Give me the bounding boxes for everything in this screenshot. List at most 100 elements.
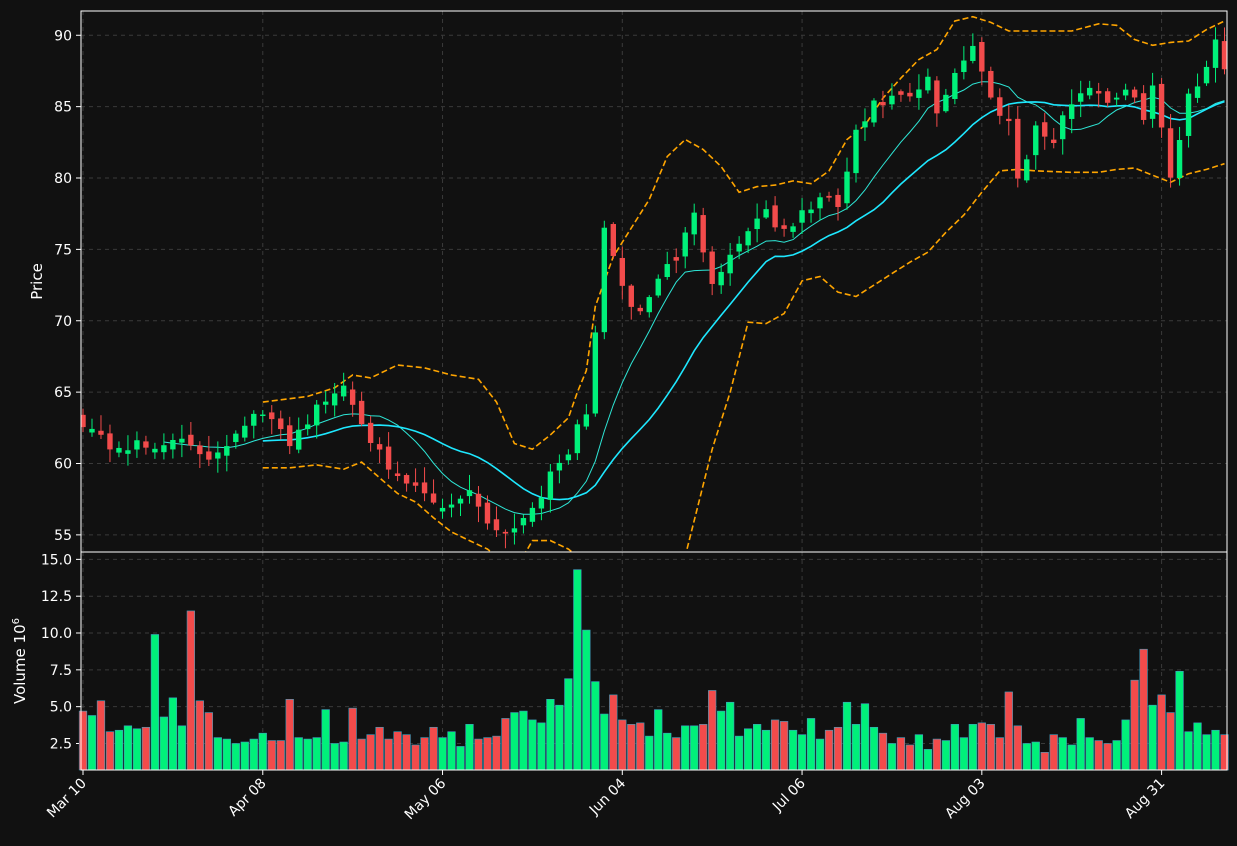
volume-bar xyxy=(294,737,303,771)
volume-bar xyxy=(1013,725,1022,771)
volume-bar xyxy=(968,724,977,771)
volume-bar xyxy=(905,744,915,771)
volume-bar xyxy=(123,725,133,771)
volume-bar xyxy=(339,741,348,771)
volume-bar xyxy=(492,735,501,771)
candle-body xyxy=(1033,125,1039,156)
candle-body xyxy=(781,225,787,229)
volume-bar xyxy=(842,701,852,771)
candle-body xyxy=(251,413,257,426)
volume-axis-label: Volume 106 xyxy=(11,618,29,704)
volume-bar xyxy=(600,713,609,771)
candle-body xyxy=(628,285,634,307)
candle-body xyxy=(736,243,742,252)
volume-bar xyxy=(573,569,582,771)
volume-bar xyxy=(276,740,285,771)
volume-bar xyxy=(1130,679,1139,771)
candle-body xyxy=(925,76,931,91)
candle-body xyxy=(287,425,293,447)
candle-body xyxy=(296,429,302,450)
volume-bar xyxy=(1193,722,1202,771)
candle-body xyxy=(1024,159,1030,181)
volume-bar xyxy=(779,721,789,771)
volume-bar xyxy=(159,716,169,771)
candle-body xyxy=(152,448,158,453)
moving-average-10 xyxy=(163,81,1225,515)
volume-bar xyxy=(582,629,591,771)
candle-body xyxy=(691,212,697,235)
candle-body xyxy=(385,446,392,470)
volume-tick-label: 15.0 xyxy=(41,552,72,568)
candle-body xyxy=(655,278,661,296)
price-plot-area xyxy=(81,15,1227,552)
candle-body xyxy=(565,454,572,461)
candle-body xyxy=(745,231,751,246)
volume-bar xyxy=(186,610,195,771)
volume-bar xyxy=(995,737,1004,771)
candle-body xyxy=(1015,118,1021,179)
candle-body xyxy=(1113,97,1120,100)
bollinger-upper-band xyxy=(262,15,1225,451)
candle-body xyxy=(322,401,329,405)
volume-bar xyxy=(609,694,618,771)
volume-bar xyxy=(1121,719,1130,771)
candle-body xyxy=(934,80,940,114)
candle-body xyxy=(844,171,850,204)
volume-bar xyxy=(1085,737,1094,771)
candle-body xyxy=(511,528,518,533)
candle-body xyxy=(889,95,895,105)
volume-bar xyxy=(1175,671,1184,771)
volume-bar xyxy=(806,718,816,771)
candle-body xyxy=(394,473,401,477)
volume-bar xyxy=(726,701,735,771)
volume-bar xyxy=(519,710,528,771)
volume-bar xyxy=(204,712,213,771)
candle-body xyxy=(134,440,140,450)
volume-bar xyxy=(627,724,636,771)
volume-bar xyxy=(1058,737,1067,771)
candle-body xyxy=(376,444,383,450)
candle-body xyxy=(260,414,266,417)
price-tick-label: 65 xyxy=(54,385,72,401)
volume-bar xyxy=(645,735,654,771)
candle-body xyxy=(952,72,958,99)
candle-body xyxy=(448,504,455,508)
candle-body xyxy=(1095,90,1102,94)
volume-bar xyxy=(1166,712,1175,771)
candle-body xyxy=(520,518,527,526)
volume-tick-label: 12.5 xyxy=(41,589,72,605)
candle-body xyxy=(529,507,536,522)
volume-bar xyxy=(986,724,995,771)
volume-bar xyxy=(1148,704,1157,771)
volume-bar xyxy=(555,704,564,771)
volume-bar xyxy=(1112,740,1121,771)
volume-bar xyxy=(744,728,753,771)
candle-body xyxy=(502,531,509,534)
price-tick-label: 55 xyxy=(54,528,72,544)
candle-body xyxy=(81,414,86,428)
volume-bar xyxy=(1139,648,1148,771)
volume-bar xyxy=(636,722,645,771)
candle-body xyxy=(880,101,886,106)
volume-bar xyxy=(1094,740,1103,771)
candle-body xyxy=(871,100,877,123)
candle-body xyxy=(1069,104,1075,119)
candle-body xyxy=(592,332,599,414)
volume-bar xyxy=(195,700,204,771)
volume-bar xyxy=(1202,734,1211,771)
volume-bar xyxy=(1067,744,1076,771)
volume-bar xyxy=(824,729,834,771)
candle-body xyxy=(412,482,419,486)
candle-body xyxy=(224,446,230,456)
candle-body xyxy=(313,404,320,426)
volume-bar xyxy=(546,698,555,771)
volume-bar xyxy=(851,724,861,771)
volume-bar xyxy=(788,729,798,771)
volume-panel-frame xyxy=(80,551,1228,771)
candle-body xyxy=(1158,83,1165,128)
candle-body xyxy=(835,194,841,207)
candle-body xyxy=(997,97,1003,116)
candle-body xyxy=(961,60,967,73)
candle-body xyxy=(278,418,284,430)
